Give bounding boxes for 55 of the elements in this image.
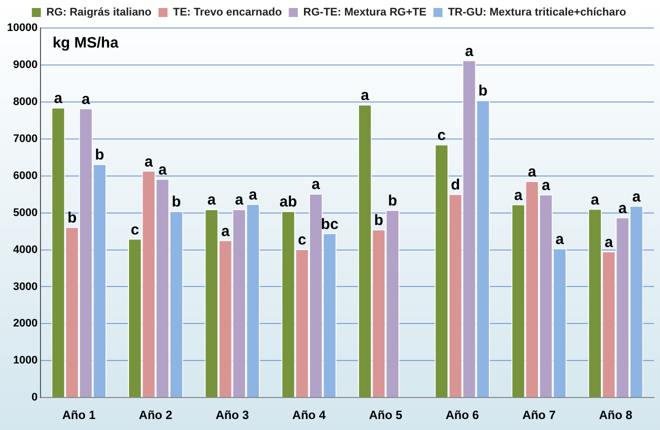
data-label: a [312,176,321,194]
data-label: a [556,230,565,248]
data-label: b [95,146,104,164]
data-label: d [450,176,460,194]
data-label: a [604,234,614,251]
data-label: a [54,90,64,108]
data-label: a [82,90,91,108]
data-label: a [632,188,642,206]
data-label: bc [320,216,338,233]
data-label: b [388,192,398,210]
y-tick-label: 8000 [13,96,38,108]
data-label: a [590,191,600,208]
data-label: c [130,221,140,238]
y-tick-label: 6000 [13,170,38,182]
data-label: a [235,192,244,209]
y-tick-label: 4000 [13,244,38,256]
data-label: a [542,176,551,194]
data-label: b [67,209,77,226]
legend-label: TR-GU: Mextura triticale+chícharo [448,6,626,19]
y-tick-label: 5000 [13,206,38,219]
data-label: a [207,192,216,209]
y-tick-label: 0 [31,392,38,404]
data-label: b [374,212,384,230]
x-tick-label: Año 5 [368,408,403,422]
x-tick-label: Año 1 [62,408,96,422]
y-tick-label: 1000 [13,354,38,367]
data-label: b [478,82,488,100]
data-label: a [360,87,370,104]
y-tick-label: 3000 [13,280,38,293]
x-tick-label: Año 4 [292,408,326,422]
data-label: a [221,222,230,240]
y-tick-label: 9000 [13,58,38,71]
data-label: a [158,161,168,178]
x-tick-label: Año 3 [216,408,250,422]
data-label: a [248,186,258,204]
x-tick-label: Año 6 [446,408,480,422]
data-label: ab [279,194,298,211]
data-label: a [618,200,628,217]
data-label: c [298,232,306,249]
x-tick-label: Año 2 [138,408,173,422]
data-label: a [528,164,537,181]
y-axis-title: kg MS/ha [52,34,120,52]
x-tick-label: Año 7 [522,408,556,422]
x-tick-label: Año 8 [598,408,633,422]
data-label: a [144,153,154,170]
data-label: c [437,127,446,144]
legend-label: RG-TE: Mextura RG+TE [303,6,426,19]
y-tick-label: 7000 [13,132,38,145]
legend-label: TE: Trevo encarnado [172,6,282,19]
legend-label: RG: Raigrás italiano [46,6,152,19]
data-label: b [172,194,181,211]
y-tick-label: 10000 [6,22,38,34]
data-label: a [514,186,524,204]
data-label: a [465,42,474,60]
y-tick-label: 2000 [13,318,38,330]
